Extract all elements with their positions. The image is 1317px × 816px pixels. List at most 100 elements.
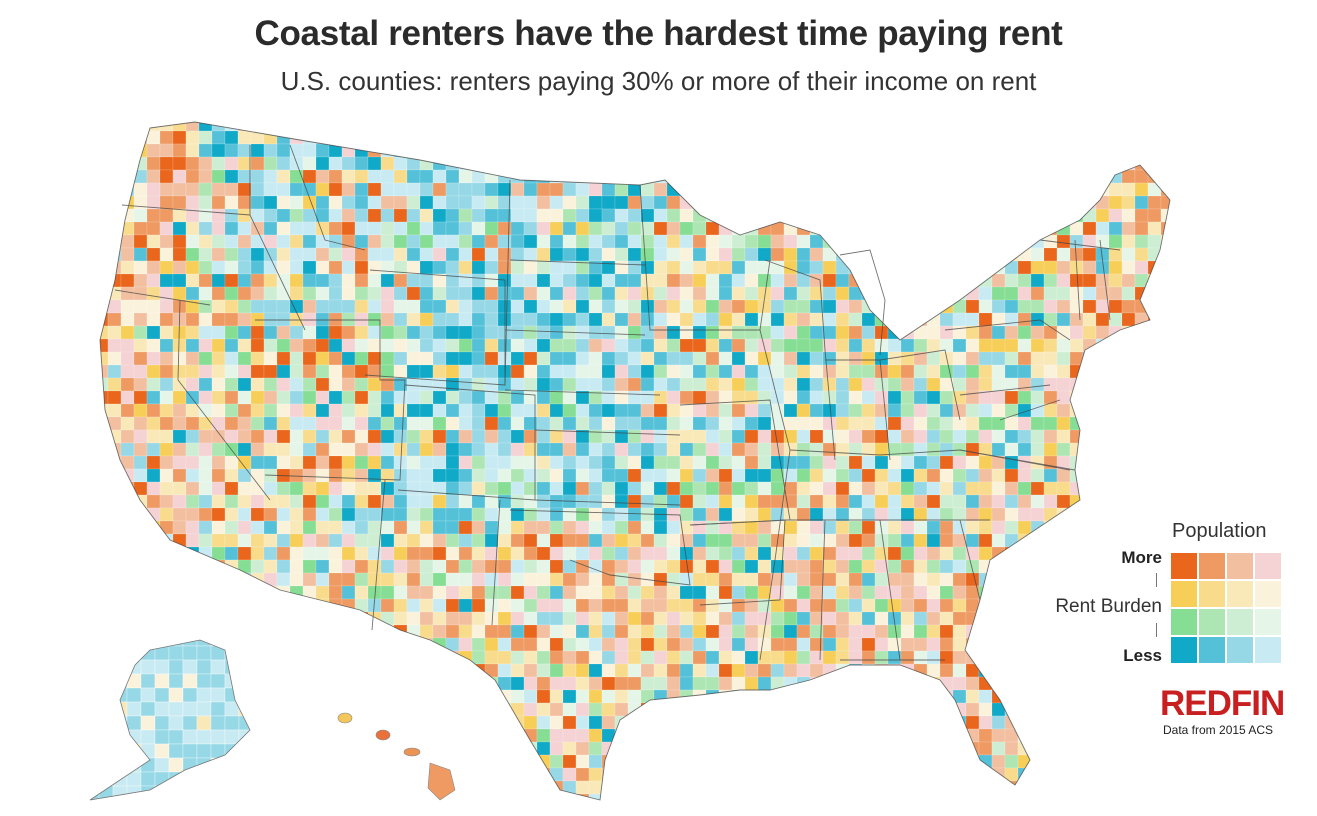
county-cell	[146, 143, 161, 158]
county-cell	[575, 611, 590, 626]
county-cell	[770, 273, 785, 288]
county-cell	[432, 325, 447, 340]
county-cell	[718, 429, 733, 444]
county-cell	[211, 364, 226, 379]
county-cell	[471, 403, 486, 418]
county-cell	[1134, 520, 1149, 535]
county-cell	[549, 780, 564, 795]
county-cell	[614, 156, 629, 171]
county-cell	[783, 286, 798, 301]
county-cell	[757, 559, 772, 574]
county-cell	[471, 650, 486, 665]
county-cell	[575, 156, 590, 171]
county-cell	[1004, 169, 1019, 184]
county-cell	[1017, 676, 1032, 691]
county-cell	[718, 338, 733, 353]
county-cell	[705, 754, 720, 769]
county-cell	[497, 260, 512, 275]
county-cell	[354, 767, 369, 782]
county-cell	[796, 234, 811, 249]
county-cell	[458, 559, 473, 574]
county-cell	[796, 598, 811, 613]
alaska-county-cell	[253, 758, 267, 772]
county-cell	[1121, 247, 1136, 262]
county-cell	[276, 169, 291, 184]
county-cell	[952, 299, 967, 314]
county-cell	[445, 689, 460, 704]
county-cell	[939, 364, 954, 379]
county-cell	[172, 403, 187, 418]
county-cell	[627, 611, 642, 626]
county-cell	[653, 130, 668, 145]
county-cell	[991, 650, 1006, 665]
county-cell	[757, 637, 772, 652]
county-cell	[1082, 122, 1097, 132]
county-cell	[354, 221, 369, 236]
county-cell	[809, 650, 824, 665]
county-cell	[770, 624, 785, 639]
county-cell	[1082, 650, 1097, 665]
county-cell	[627, 585, 642, 600]
county-cell	[601, 312, 616, 327]
alaska-county-cell	[224, 687, 240, 703]
county-cell	[237, 390, 252, 405]
county-cell	[497, 351, 512, 366]
county-cell	[159, 494, 174, 509]
county-cell	[731, 585, 746, 600]
county-cell	[354, 442, 369, 457]
county-cell	[100, 767, 109, 782]
alaska-county-cell	[90, 771, 100, 787]
county-cell	[107, 182, 122, 197]
county-cell	[380, 273, 395, 288]
county-cell	[575, 520, 590, 535]
hawaii-islands	[337, 712, 456, 801]
county-cell	[562, 598, 577, 613]
county-cell	[211, 260, 226, 275]
county-cell	[224, 312, 239, 327]
county-cell	[341, 403, 356, 418]
county-cell	[1017, 715, 1032, 730]
county-cell	[861, 650, 876, 665]
county-cell	[1030, 208, 1045, 223]
county-cell	[276, 507, 291, 522]
county-cell	[1174, 131, 1187, 144]
county-cell	[302, 702, 317, 717]
county-cell	[1030, 442, 1045, 457]
alaska-county-cell	[112, 743, 128, 759]
county-cell	[861, 364, 876, 379]
county-cell	[289, 546, 304, 561]
county-cell	[640, 481, 655, 496]
county-cell	[367, 754, 382, 769]
county-cell	[783, 741, 798, 756]
county-cell	[1056, 195, 1071, 210]
county-cell	[822, 377, 837, 392]
county-cell	[484, 598, 499, 613]
county-cell	[198, 585, 213, 600]
county-cell	[120, 351, 135, 366]
county-cell	[406, 676, 421, 691]
county-cell	[328, 286, 343, 301]
county-cell	[835, 403, 850, 418]
county-cell	[991, 364, 1006, 379]
county-cell	[783, 533, 798, 548]
county-cell	[549, 338, 564, 353]
county-cell	[835, 754, 850, 769]
county-cell	[497, 546, 512, 561]
county-cell	[341, 585, 356, 600]
alaska-county-cell	[253, 702, 267, 716]
county-cell	[419, 676, 434, 691]
county-cell	[861, 637, 876, 652]
county-cell	[1160, 182, 1170, 197]
county-cell	[133, 585, 148, 600]
county-cell	[835, 468, 850, 483]
county-cell	[640, 754, 655, 769]
county-cell	[1121, 325, 1136, 340]
county-cell	[978, 481, 993, 496]
county-cell	[172, 364, 187, 379]
county-cell	[965, 793, 980, 800]
county-cell	[237, 325, 252, 340]
county-cell	[614, 169, 629, 184]
county-cell	[939, 754, 954, 769]
county-cell	[731, 221, 746, 236]
county-cell	[497, 338, 512, 353]
